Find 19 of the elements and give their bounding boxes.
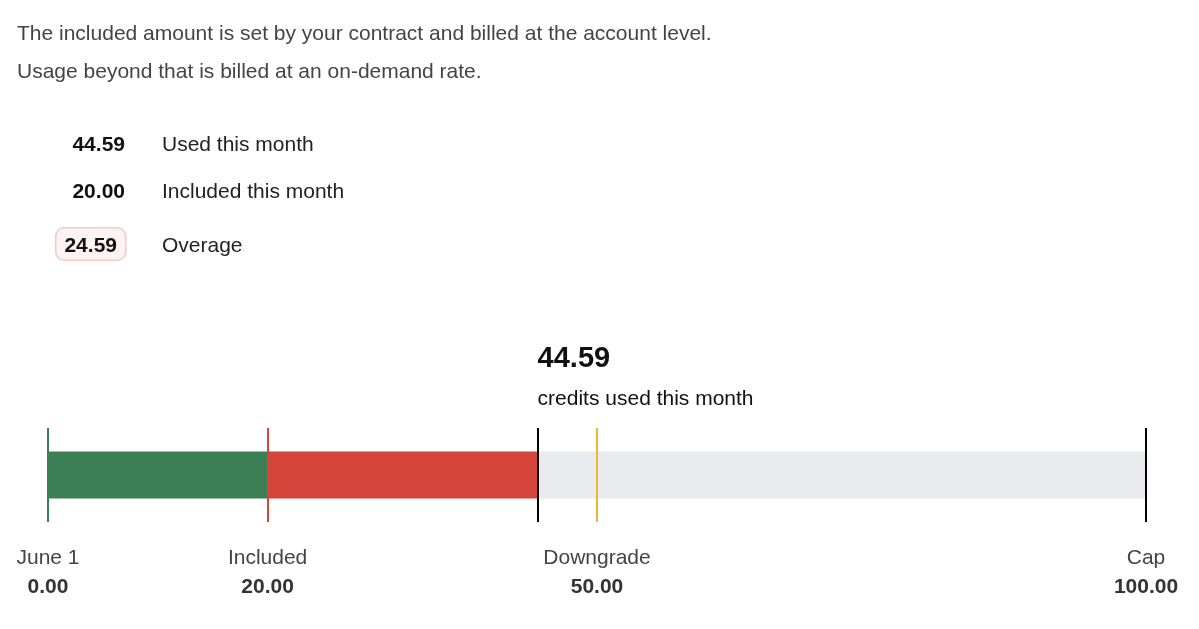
text: Included this month (162, 178, 345, 202)
ref-line-label: Included (227, 544, 308, 568)
x-tick-label: 20.00 (241, 574, 294, 597)
text: Used this month (162, 131, 314, 155)
x-tick-label: 50.00 (570, 574, 624, 597)
text: 24.59 (64, 232, 117, 256)
text: 44.59 (537, 341, 611, 373)
x-tick-label: 0.00 (27, 574, 69, 597)
ref-line-label: Cap (1126, 544, 1166, 568)
ref-line-label: June 1 (16, 544, 80, 568)
ref-line-label: Downgrade (543, 544, 651, 568)
text: Overage (162, 232, 243, 256)
bar (537, 451, 1146, 499)
text: 20.00 (72, 178, 125, 202)
text: 44.59 (72, 131, 125, 155)
x-tick-label: 100.00 (1113, 574, 1179, 597)
text: credits used this month (537, 385, 754, 409)
text: The included amount is set by your contract and billed at the account level. (17, 20, 712, 44)
text: Usage beyond that is billed at an on-demand rate. (17, 58, 482, 82)
